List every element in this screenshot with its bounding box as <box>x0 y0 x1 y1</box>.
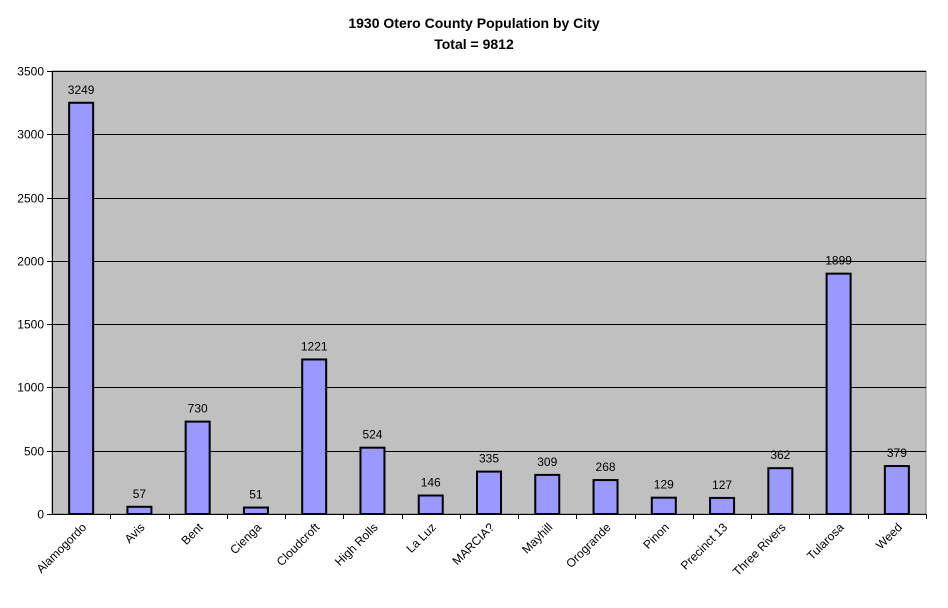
x-tick-label: Cienga <box>227 520 264 557</box>
data-label: 127 <box>712 478 732 492</box>
y-tick-label: 1500 <box>17 318 44 332</box>
y-tick-label: 2000 <box>17 255 44 269</box>
data-label: 51 <box>249 488 263 502</box>
data-label: 1221 <box>301 339 328 353</box>
bar-la-luz <box>417 494 444 515</box>
bar-avis <box>126 505 153 516</box>
y-tick-label: 2500 <box>17 192 44 206</box>
x-tick-label: Cloudcroft <box>274 520 323 569</box>
plot-area <box>51 70 927 515</box>
x-tick-label: MARCIA? <box>450 520 498 568</box>
y-tick-label: 500 <box>24 445 44 459</box>
y-tick-label: 3000 <box>17 128 44 142</box>
data-label: 146 <box>421 476 441 490</box>
bar-cienga <box>242 506 269 516</box>
y-tick-label: 0 <box>37 508 44 522</box>
x-tick-label: Bent <box>178 520 206 548</box>
data-label: 129 <box>654 478 674 492</box>
x-tick-label: Precinct 13 <box>678 520 731 573</box>
x-tick-label: Three Rivers <box>730 520 788 578</box>
data-label: 3249 <box>68 83 95 97</box>
y-tick-label: 1000 <box>17 381 44 395</box>
data-label: 379 <box>887 446 907 460</box>
bar-high-rolls <box>359 446 386 515</box>
x-tick-label: Weed <box>873 520 905 552</box>
x-tick-label: Tularosa <box>804 520 847 563</box>
x-tick-label: Alamogordo <box>34 520 90 576</box>
bar-weed <box>883 465 910 515</box>
bar-precinct-13 <box>709 496 736 515</box>
data-labels: 3249 57 730 51 1221 524 146 335 309 268 129 127 362 1… <box>68 83 907 502</box>
chart-title: 1930 Otero County Population by City <box>348 15 599 31</box>
x-tick-label: High Rolls <box>332 520 381 569</box>
x-tick-label: Avis <box>122 520 148 546</box>
x-tick-label: Mayhill <box>519 520 555 556</box>
bar-alamogordo <box>68 101 95 515</box>
data-label: 309 <box>537 455 557 469</box>
data-label: 524 <box>362 428 382 442</box>
x-tick-label: Orogrande <box>563 520 614 571</box>
data-label: 730 <box>188 402 208 416</box>
gridlines <box>52 71 926 452</box>
bar-marcia- <box>476 470 502 515</box>
bar-bent <box>184 420 211 515</box>
x-tick-label: Pinon <box>640 520 672 552</box>
x-tick-label: La Luz <box>403 520 438 555</box>
bar-three-rivers <box>767 467 794 516</box>
data-label: 1899 <box>825 254 852 268</box>
bar-mayhill <box>534 473 561 516</box>
y-tick-label: 3500 <box>17 65 44 79</box>
data-label: 335 <box>479 452 499 466</box>
chart-subtitle: Total = 9812 <box>434 36 514 52</box>
data-label: 268 <box>596 460 616 474</box>
bar-cloudcroft <box>301 358 328 516</box>
bar-orogrande <box>592 479 619 515</box>
data-label: 57 <box>133 487 147 501</box>
bar-tularosa <box>825 272 852 516</box>
bar-pinon <box>650 496 677 515</box>
data-label: 362 <box>770 448 790 462</box>
